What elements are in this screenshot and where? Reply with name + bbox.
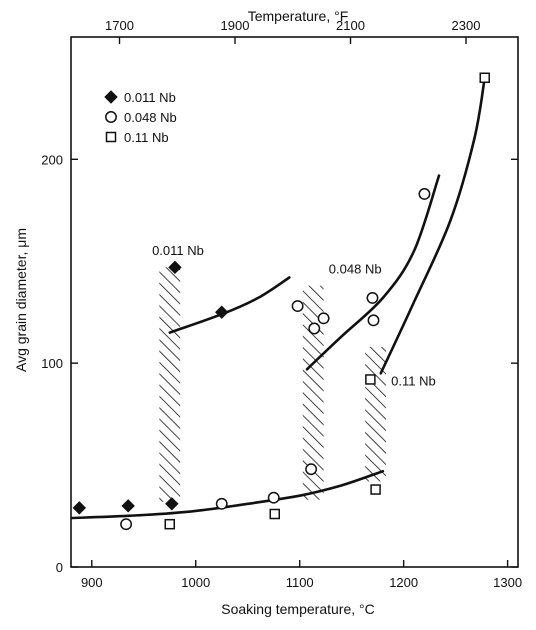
series-3-point-5 (479, 72, 490, 84)
series-2-point-4 (291, 300, 304, 313)
x-tick-label-5: 1300 (493, 575, 522, 590)
curve-3 (305, 174, 441, 371)
legend-label-1: 0.011 Nb (124, 90, 176, 105)
legend-marker-1 (104, 90, 118, 104)
series-3-point-1 (164, 518, 176, 530)
series-1-point-2 (121, 499, 135, 513)
x2-tick-label-2: 1900 (221, 18, 250, 33)
x2-axis-ticks: 1700 1900 2100 2300 (105, 18, 480, 44)
curve-2 (168, 276, 291, 334)
series-3-point-2 (269, 508, 280, 520)
y-tick-label-3: 200 (41, 152, 63, 167)
x-tick-label-1: 900 (81, 575, 103, 590)
series-1-point-5 (215, 305, 229, 319)
annotation-label-2: 0.048 Nb (329, 261, 382, 276)
series-2-point-3 (267, 491, 280, 504)
legend-marker-2 (105, 111, 117, 123)
series-2-point-10 (418, 188, 431, 200)
y-axis-ticks: 0 100 200 (41, 152, 518, 575)
curve-4 (379, 76, 486, 375)
trend-curves (71, 76, 486, 520)
series-2-point-1 (120, 518, 133, 531)
series-1-point-4 (168, 260, 182, 275)
legend-label-3: 0.11 Nb (124, 130, 169, 145)
series-3-point-3 (365, 374, 376, 385)
x-tick-label-4: 1200 (389, 575, 418, 590)
series-3-point-4 (370, 484, 381, 495)
curve-annotations: 0.011 Nb 0.048 Nb 0.11 Nb (152, 243, 436, 388)
hatched-band-1 (159, 267, 181, 502)
series-2-point-6 (308, 322, 321, 335)
annotation-label-1: 0.011 Nb (152, 243, 204, 258)
y-tick-label-1: 0 (56, 560, 63, 575)
x2-tick-label-1: 1700 (105, 18, 134, 33)
series-1-point-3 (165, 497, 179, 511)
series-2-point-9 (367, 314, 380, 327)
series-1-point-1 (72, 501, 87, 515)
legend-label-2: 0.048 Nb (124, 110, 177, 125)
y-axis-title: Avg grain diameter, μm (13, 228, 29, 372)
series-2-point-5 (305, 463, 318, 476)
x2-tick-label-4: 2300 (452, 18, 481, 33)
data-markers (72, 72, 490, 531)
series-2-point-8 (366, 291, 379, 304)
x2-tick-label-3: 2100 (336, 18, 365, 33)
hatched-bands (159, 267, 386, 502)
annotation-label-3: 0.11 Nb (391, 374, 436, 389)
x-axis-ticks: 900 1000 1100 1200 1300 (81, 560, 522, 590)
top-axis-title: Temperature, °F (248, 8, 349, 24)
series-2-point-7 (317, 312, 330, 325)
legend: 0.011 Nb 0.048 Nb 0.11 Nb (104, 90, 177, 145)
curve-1 (71, 469, 385, 520)
legend-marker-3 (105, 131, 117, 143)
y-tick-label-2: 100 (41, 356, 63, 371)
hatched-band-2 (302, 285, 324, 500)
series-2-point-2 (215, 497, 228, 510)
x-axis-title: Soaking temperature, °C (221, 601, 374, 617)
x-tick-label-2: 1000 (181, 575, 210, 590)
plot-frame (70, 36, 519, 568)
x-tick-label-3: 1100 (286, 575, 314, 590)
